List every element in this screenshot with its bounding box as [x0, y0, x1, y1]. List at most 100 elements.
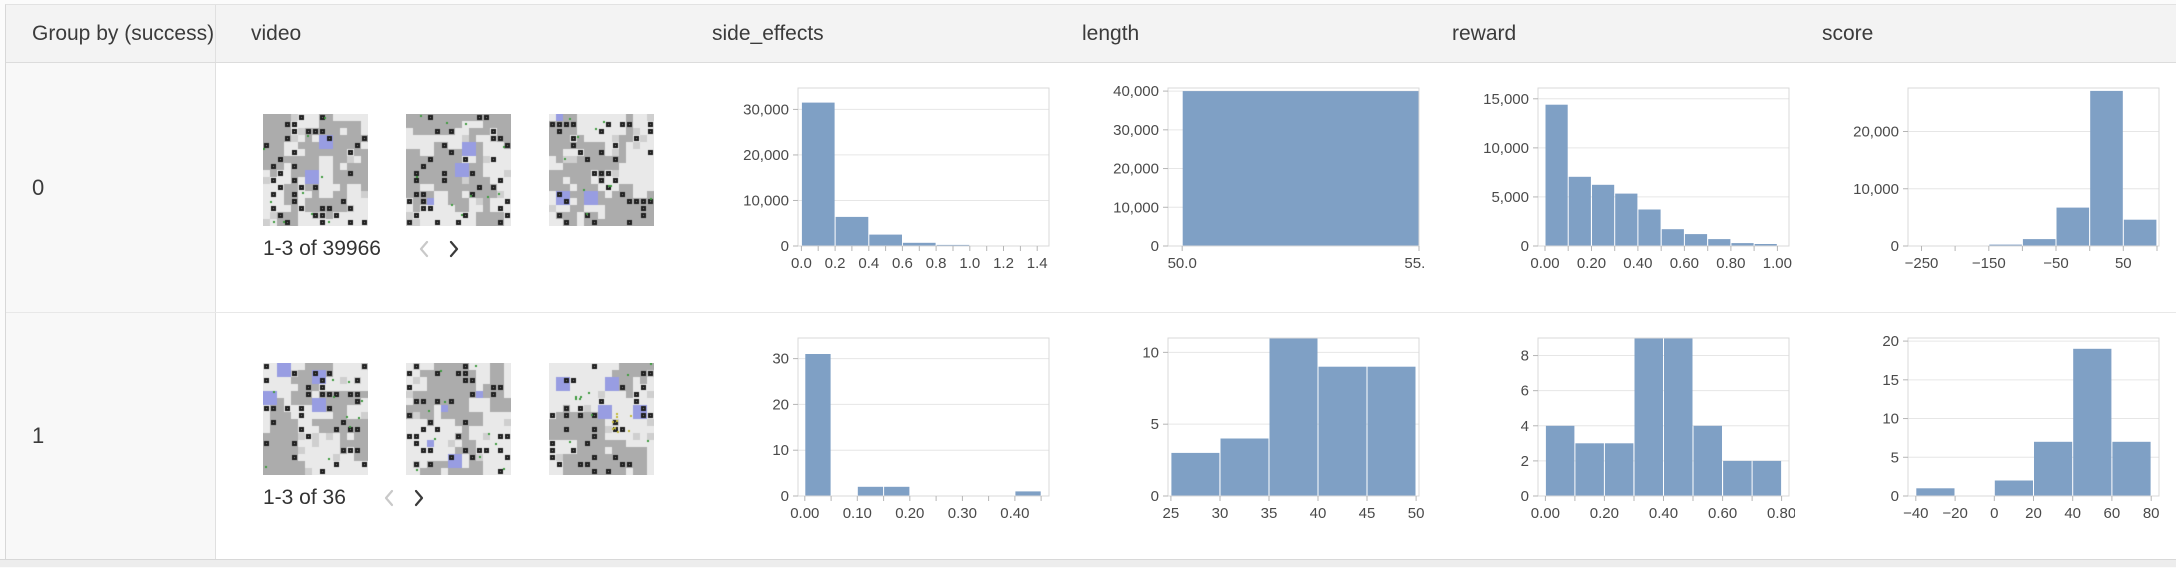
video-next-button[interactable]: [445, 237, 463, 261]
svg-text:10,000: 10,000: [1113, 199, 1159, 216]
histogram-side-effects[interactable]: 0 10,000 20,000 30,000 0.0 0.2 0.4 0.6 0.8 1.0 1.2…: [703, 74, 1055, 276]
video-prev-button[interactable]: [380, 486, 398, 510]
svg-text:1.00: 1.00: [1763, 255, 1792, 272]
group-cell: 0: [6, 63, 216, 312]
svg-text:−250: −250: [1905, 255, 1939, 272]
svg-text:50: 50: [2115, 255, 2132, 272]
histogram-length[interactable]: 0 5 10 25 30 35 40 45 50: [1073, 324, 1425, 526]
svg-text:25: 25: [1163, 505, 1180, 522]
svg-text:40,000: 40,000: [1113, 83, 1159, 100]
column-header-length[interactable]: length: [1073, 5, 1443, 62]
video-thumbnail[interactable]: [549, 362, 654, 475]
histogram-score[interactable]: 0 5 10 15 20 −40 −20 0 20 40 60 80: [1813, 324, 2165, 526]
reward-cell: 0 2 4 6 8 0.00 0.20 0.40 0.60 0.80: [1443, 313, 1813, 559]
svg-text:80: 80: [2143, 505, 2160, 522]
column-header-label: length: [1082, 21, 1140, 45]
column-header-video[interactable]: video: [216, 5, 703, 62]
svg-text:0.2: 0.2: [825, 255, 846, 272]
length-cell: 0 10,000 20,000 30,000 40,000 50.0 55.0: [1073, 63, 1443, 312]
svg-text:20,000: 20,000: [1853, 124, 1899, 141]
column-header-label: Group by (success): [32, 21, 215, 45]
histogram-side-effects[interactable]: 0 10 20 30 0.00 0.10 0.20 0.30 0.40: [703, 324, 1055, 526]
svg-text:0.0: 0.0: [791, 255, 812, 272]
svg-text:5: 5: [1891, 449, 1899, 466]
chevron-left-icon: [419, 240, 429, 258]
chevron-left-icon: [384, 489, 394, 506]
svg-text:20,000: 20,000: [743, 147, 789, 164]
svg-text:0: 0: [1521, 488, 1529, 505]
svg-text:0: 0: [1990, 505, 1998, 522]
histogram-reward[interactable]: 0 2 4 6 8 0.00 0.20 0.40 0.60 0.80: [1443, 324, 1795, 526]
svg-text:8: 8: [1521, 348, 1529, 365]
video-thumbnail[interactable]: [406, 114, 511, 226]
column-header-side-effects[interactable]: side_effects: [703, 5, 1073, 62]
video-pagination-label: 1-3 of 39966: [263, 237, 381, 260]
video-cell: 1-3 of 36: [216, 313, 703, 559]
svg-text:40: 40: [2064, 505, 2081, 522]
svg-text:4: 4: [1521, 418, 1529, 435]
svg-text:0.60: 0.60: [1708, 505, 1737, 522]
video-thumbnails: [263, 362, 703, 475]
svg-text:0: 0: [1151, 238, 1159, 255]
video-prev-button[interactable]: [415, 237, 433, 261]
svg-text:6: 6: [1521, 383, 1529, 400]
svg-text:30,000: 30,000: [743, 101, 789, 118]
video-next-button[interactable]: [410, 486, 428, 510]
video-cell: 1-3 of 39966: [216, 63, 703, 312]
svg-text:0.40: 0.40: [1000, 505, 1029, 522]
svg-text:55.0: 55.0: [1404, 255, 1425, 272]
svg-text:10: 10: [1882, 411, 1899, 428]
video-thumbnail[interactable]: [263, 114, 368, 226]
histogram-reward[interactable]: 0 5,000 10,000 15,000 0.00 0.20 0.40 0.60 0.80 1.…: [1443, 74, 1795, 276]
histogram-length[interactable]: 0 10,000 20,000 30,000 40,000 50.0 55.0: [1073, 74, 1425, 276]
video-thumbnails: [263, 114, 703, 226]
svg-text:20: 20: [772, 396, 789, 413]
video-pager-buttons: [380, 486, 428, 510]
column-header-group-by-success[interactable]: Group by (success): [6, 5, 216, 62]
svg-text:0.80: 0.80: [1767, 505, 1795, 522]
page-bottom-strip: [0, 559, 2176, 567]
column-header-label: reward: [1452, 21, 1517, 45]
svg-text:30: 30: [772, 351, 789, 368]
svg-text:−50: −50: [2043, 255, 2068, 272]
svg-text:0.60: 0.60: [1670, 255, 1699, 272]
histogram-score[interactable]: 0 10,000 20,000 −250 −150 −50 50: [1813, 74, 2165, 276]
column-header-label: side_effects: [712, 21, 824, 45]
column-header-score[interactable]: score: [1813, 5, 2176, 62]
video-pager: 1-3 of 39966: [263, 237, 703, 261]
svg-text:0: 0: [1151, 488, 1159, 505]
svg-text:0: 0: [781, 488, 789, 505]
svg-text:0.00: 0.00: [790, 505, 819, 522]
table-header-row: Group by (success) video side_effects le…: [6, 5, 2176, 63]
svg-text:0.10: 0.10: [843, 505, 872, 522]
svg-text:0: 0: [1891, 488, 1899, 505]
svg-text:10,000: 10,000: [1483, 140, 1529, 157]
svg-text:5: 5: [1151, 416, 1159, 433]
video-pager-buttons: [415, 237, 463, 261]
svg-text:1.4: 1.4: [1027, 255, 1048, 272]
svg-text:−40: −40: [1903, 505, 1928, 522]
svg-text:−20: −20: [1942, 505, 1967, 522]
video-thumbnail[interactable]: [406, 362, 511, 475]
score-cell: 0 5 10 15 20 −40 −20 0 20 40 60 80: [1813, 313, 2176, 559]
svg-text:1.2: 1.2: [993, 255, 1014, 272]
svg-text:10: 10: [772, 442, 789, 459]
svg-text:50.0: 50.0: [1168, 255, 1197, 272]
svg-text:0.00: 0.00: [1530, 255, 1559, 272]
svg-text:0.20: 0.20: [1590, 505, 1619, 522]
video-thumbnail[interactable]: [549, 114, 654, 226]
chevron-right-icon: [414, 489, 424, 506]
video-thumbnail[interactable]: [263, 362, 368, 475]
svg-text:5,000: 5,000: [1491, 189, 1529, 206]
chevron-right-icon: [449, 240, 459, 258]
svg-text:15: 15: [1882, 372, 1899, 389]
svg-text:1.0: 1.0: [959, 255, 980, 272]
svg-text:0.6: 0.6: [892, 255, 913, 272]
column-header-reward[interactable]: reward: [1443, 5, 1813, 62]
group-value: 1: [32, 423, 45, 448]
reward-cell: 0 5,000 10,000 15,000 0.00 0.20 0.40 0.60 0.80 1.…: [1443, 63, 1813, 312]
svg-text:0.20: 0.20: [895, 505, 924, 522]
svg-text:20,000: 20,000: [1113, 161, 1159, 178]
svg-text:−150: −150: [1972, 255, 2006, 272]
svg-text:45: 45: [1359, 505, 1376, 522]
